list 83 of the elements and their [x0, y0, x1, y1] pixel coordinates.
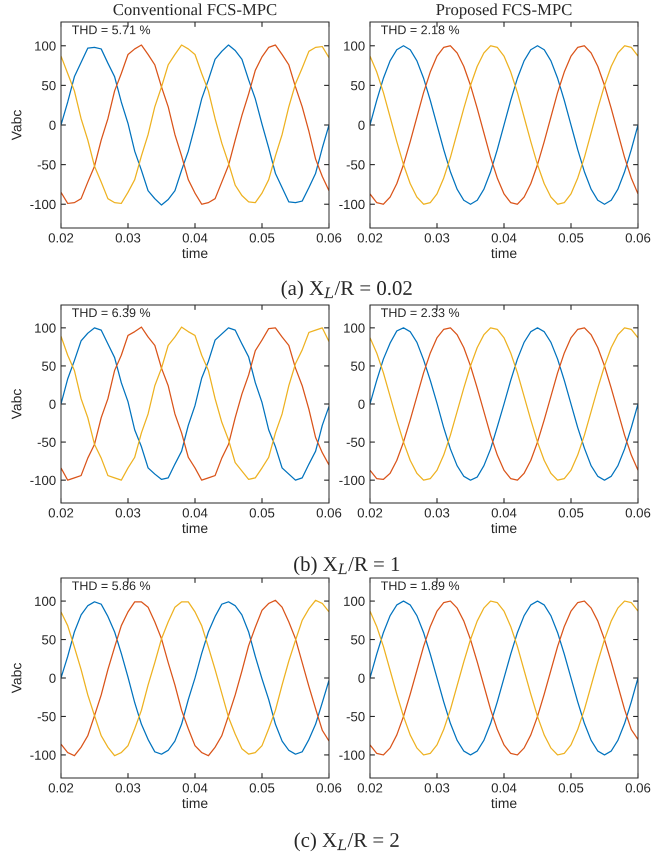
x-tick-label: 0.04	[492, 233, 516, 243]
y-tick-label: -100	[30, 200, 56, 210]
y-tick-label: -50	[38, 160, 56, 170]
y-tick-label: 50	[42, 361, 56, 371]
y-tick-label: -100	[30, 476, 56, 486]
x-tick-label: 0.03	[116, 508, 140, 518]
x-tick-label: 0.06	[316, 233, 342, 243]
y-axis-title: Vabc	[11, 663, 22, 694]
x-tick-label: 0.04	[182, 508, 208, 518]
y-tick-label: 0	[49, 674, 56, 683]
y-tick-label: 100	[35, 596, 56, 606]
line-series	[370, 45, 638, 205]
x-tick-label: 0.05	[250, 783, 274, 793]
y-tick-label: 50	[350, 80, 365, 90]
y-tick-label: 50	[350, 361, 365, 371]
y-tick-label: -100	[339, 476, 365, 486]
y-tick-label: -50	[346, 160, 365, 170]
x-axis-title: time	[491, 248, 517, 258]
y-tick-label: 100	[35, 41, 56, 51]
annotation: THD = 5.71 %	[72, 25, 150, 34]
annotation: THD = 2.18 %	[381, 25, 460, 34]
x-tick-label: 0.02	[48, 508, 74, 518]
y-tick-label: 100	[344, 323, 365, 333]
x-tick-label: 0.04	[182, 233, 208, 243]
text: (b) X$_{L}$/R = 1	[294, 556, 400, 576]
x-tick-label: 0.03	[424, 783, 450, 793]
x-tick-label: 0.04	[492, 783, 516, 793]
text: (a) X$_{L}$/R = 0.02	[282, 280, 412, 300]
x-tick-label: 0.04	[182, 783, 208, 793]
x-axis-title: time	[491, 798, 517, 808]
x-axis-title: time	[182, 798, 208, 808]
x-tick-label: 0.02	[358, 508, 382, 518]
x-tick-label: 0.02	[48, 233, 74, 243]
x-tick-label: 0.03	[116, 233, 140, 243]
y-tick-label: 50	[42, 80, 56, 90]
y-tick-label: 0	[49, 120, 56, 130]
y-tick-label: -50	[346, 712, 365, 722]
y-tick-label: -50	[38, 438, 56, 447]
x-tick-label: 0.03	[116, 783, 140, 793]
y-tick-label: 0	[49, 400, 56, 409]
y-tick-label: -50	[38, 712, 56, 722]
y-tick-label: 50	[42, 635, 56, 644]
chart-title: Conventional FCS-MPC	[113, 3, 276, 16]
y-tick-label: 100	[35, 323, 56, 333]
y-axis-title: Vabc	[11, 110, 22, 140]
y-tick-label: 0	[358, 400, 365, 409]
x-tick-label: 0.06	[626, 783, 650, 793]
y-tick-label: 0	[358, 674, 365, 683]
x-tick-label: 0.06	[626, 233, 650, 243]
x-tick-label: 0.03	[424, 508, 450, 518]
x-tick-label: 0.05	[558, 783, 584, 793]
x-tick-label: 0.05	[250, 508, 274, 518]
y-tick-label: 100	[344, 41, 365, 51]
y-tick-label: 50	[350, 635, 365, 644]
x-tick-label: 0.02	[48, 783, 74, 793]
y-tick-label: -100	[339, 200, 365, 210]
x-axis-title: time	[182, 248, 208, 258]
x-tick-label: 0.02	[358, 233, 382, 243]
x-tick-label: 0.06	[626, 508, 650, 518]
x-tick-label: 0.05	[558, 233, 584, 243]
x-tick-label: 0.02	[358, 783, 382, 793]
annotation: THD = 5.86 %	[72, 581, 150, 590]
x-tick-label: 0.05	[558, 508, 584, 518]
y-tick-label: -100	[339, 750, 365, 760]
x-tick-label: 0.04	[492, 508, 516, 518]
x-tick-label: 0.06	[316, 508, 342, 518]
x-axis-title: time	[491, 522, 517, 534]
x-tick-label: 0.05	[250, 233, 274, 243]
y-tick-label: -50	[346, 438, 365, 447]
x-tick-label: 0.03	[424, 233, 450, 243]
text: (c) X$_{L}$/R = 2	[294, 832, 399, 852]
y-tick-label: 100	[344, 596, 365, 606]
annotation: THD = 2.33 %	[381, 308, 460, 318]
y-tick-label: 0	[358, 120, 365, 130]
annotation: THD = 6.39 %	[72, 308, 150, 318]
x-tick-label: 0.06	[316, 783, 342, 793]
line-series	[370, 327, 638, 481]
chart-title: Proposed FCS-MPC	[436, 3, 572, 19]
y-axis-title: Vabc	[11, 389, 22, 420]
x-axis-title: time	[182, 522, 208, 534]
line-series	[370, 600, 638, 756]
y-tick-label: -100	[30, 750, 56, 760]
annotation: THD = 1.89 %	[381, 581, 460, 590]
